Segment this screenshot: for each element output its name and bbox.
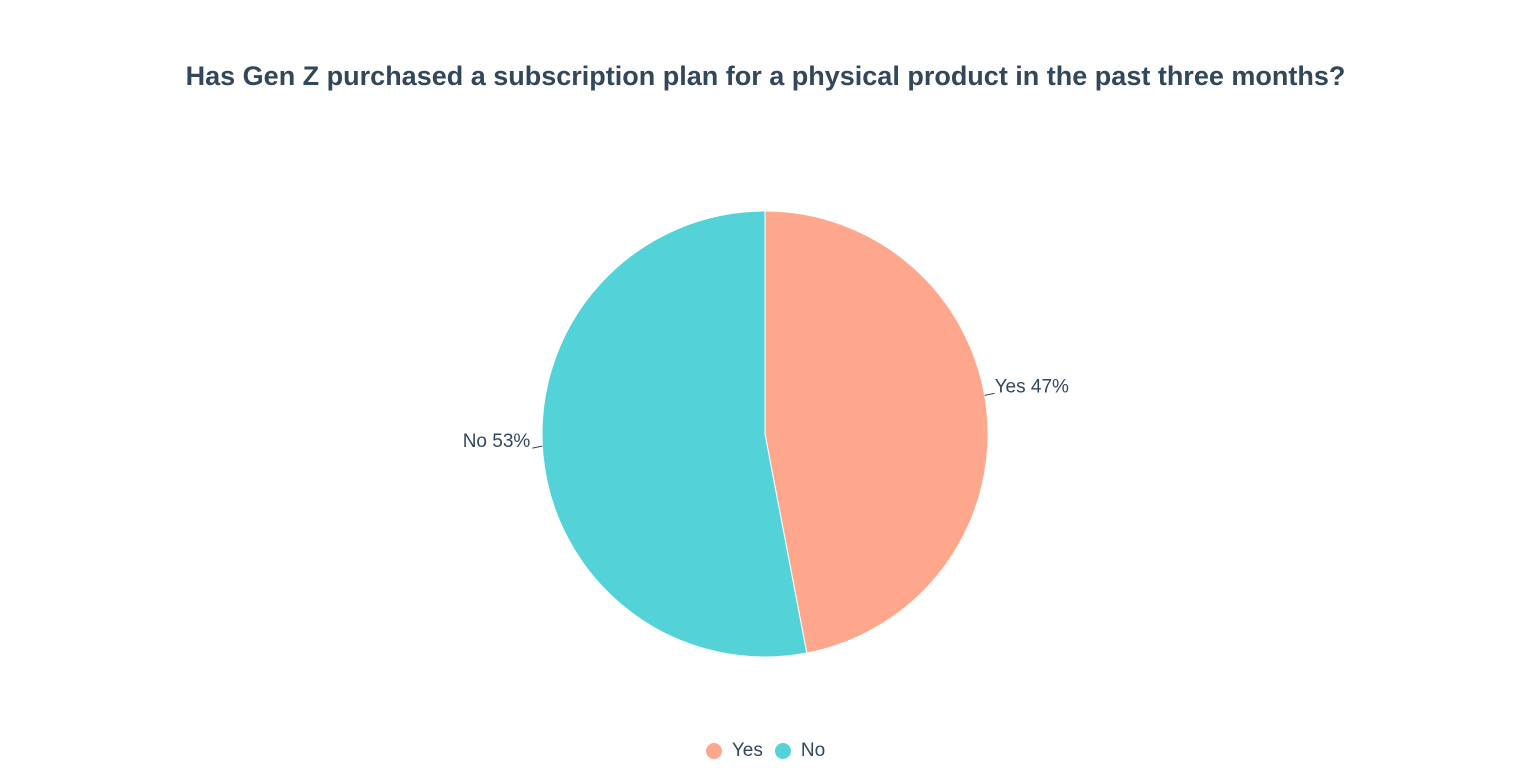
leader-line-yes bbox=[984, 392, 995, 396]
pie-slices bbox=[541, 210, 989, 658]
pie-slice-no[interactable] bbox=[541, 210, 808, 658]
chart-title: Has Gen Z purchased a subscription plan … bbox=[185, 61, 1346, 91]
slice-label-no: No 53% bbox=[463, 431, 531, 452]
legend-swatch-no bbox=[774, 743, 791, 759]
slice-labels: Yes 47% No 53% bbox=[463, 376, 1069, 452]
chart-legend: Yes No bbox=[0, 740, 1531, 762]
legend-swatch-yes bbox=[705, 743, 722, 759]
label-leader-lines bbox=[532, 392, 995, 449]
pie-slice-yes[interactable] bbox=[764, 210, 989, 654]
legend-item-no[interactable]: No bbox=[774, 740, 826, 762]
slice-label-yes: Yes 47% bbox=[995, 376, 1069, 397]
legend-item-yes[interactable]: Yes bbox=[705, 740, 763, 762]
legend-label-no: No bbox=[800, 740, 826, 761]
legend-label-yes: Yes bbox=[731, 740, 763, 761]
leader-line-no bbox=[532, 445, 543, 449]
